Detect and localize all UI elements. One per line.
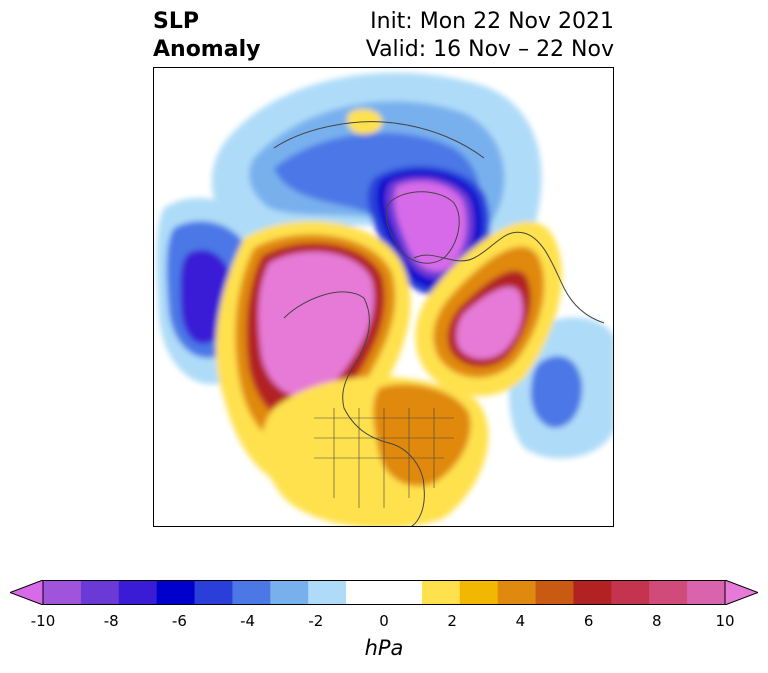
- colorbar-tick-label: 2: [447, 612, 457, 630]
- colorbar-tick-label: -10: [30, 612, 56, 630]
- colorbar-bin: [384, 580, 423, 605]
- colorbar-bin: [687, 580, 726, 605]
- colorbar-bin: [421, 580, 461, 605]
- colorbar-svg: [8, 579, 760, 606]
- colorbar-tick-label: -2: [308, 612, 324, 630]
- colorbar-tick-label: 8: [652, 612, 662, 630]
- colorbar-bin: [459, 580, 499, 605]
- colorbar-bin: [232, 580, 271, 605]
- us-state-borders: [314, 408, 454, 508]
- coastline-greenland: [385, 191, 460, 264]
- colorbar-tick-label: -8: [103, 612, 119, 630]
- coastlines: [273, 121, 605, 526]
- anomaly-map-svg: [156, 72, 613, 526]
- title-variable-line2: Anomaly: [153, 37, 261, 62]
- colorbar-bin: [649, 580, 688, 605]
- colorbar-bin: [611, 580, 650, 605]
- colorbar-tick-label: 0: [379, 612, 389, 630]
- colorbar-tick-label: 10: [715, 612, 735, 630]
- colorbar-bin: [80, 580, 120, 605]
- title-variable: SLP: [153, 9, 199, 34]
- colorbar-bin: [308, 580, 347, 605]
- colorbar-extend-high: [724, 579, 760, 606]
- colorbar-bin: [118, 580, 158, 605]
- colorbar: [8, 579, 760, 606]
- colorbar-bin: [573, 580, 612, 605]
- colorbar-ticks: -10 -8 -6 -4 -2 0 2 4 6 8 10: [0, 612, 768, 632]
- positive-region-alaska-core: [258, 251, 375, 397]
- colorbar-tick-label: 6: [583, 612, 594, 630]
- colorbar-outline: [42, 580, 726, 605]
- colorbar-bin: [535, 580, 574, 605]
- positive-region-scandinavia-core: [456, 286, 523, 360]
- colorbar-unit-label: hPa: [364, 636, 404, 660]
- valid-range: Valid: 16 Nov – 22 Nov: [365, 37, 614, 62]
- colorbar-bin: [156, 580, 196, 605]
- slp-anomaly-map: [153, 67, 614, 527]
- colorbar-tick-label: -4: [240, 612, 256, 630]
- coastline-north-america: [283, 291, 425, 526]
- negative-region-arctic-core-4: [394, 181, 467, 272]
- map-title: SLP Anomaly: [153, 8, 260, 64]
- colorbar-bin: [194, 580, 233, 605]
- colorbar-tick-label: -6: [171, 612, 187, 630]
- colorbar-bin: [270, 580, 309, 605]
- anomaly-field: [156, 72, 613, 526]
- colorbar-bin: [497, 580, 537, 605]
- coastline-eurasia: [413, 231, 605, 324]
- init-date: Init: Mon 22 Nov 2021: [370, 9, 614, 34]
- coastline-siberia: [273, 121, 485, 159]
- colorbar-extend-low: [8, 579, 44, 606]
- colorbar-tick-label: 4: [515, 612, 526, 630]
- negative-region-atlantic-2: [530, 355, 583, 428]
- colorbar-bin: [346, 580, 385, 605]
- map-subtitle: Init: Mon 22 Nov 2021 Valid: 16 Nov – 22…: [366, 8, 614, 64]
- positive-region-north-america-inner: [373, 384, 471, 487]
- colorbar-bin: [43, 580, 82, 605]
